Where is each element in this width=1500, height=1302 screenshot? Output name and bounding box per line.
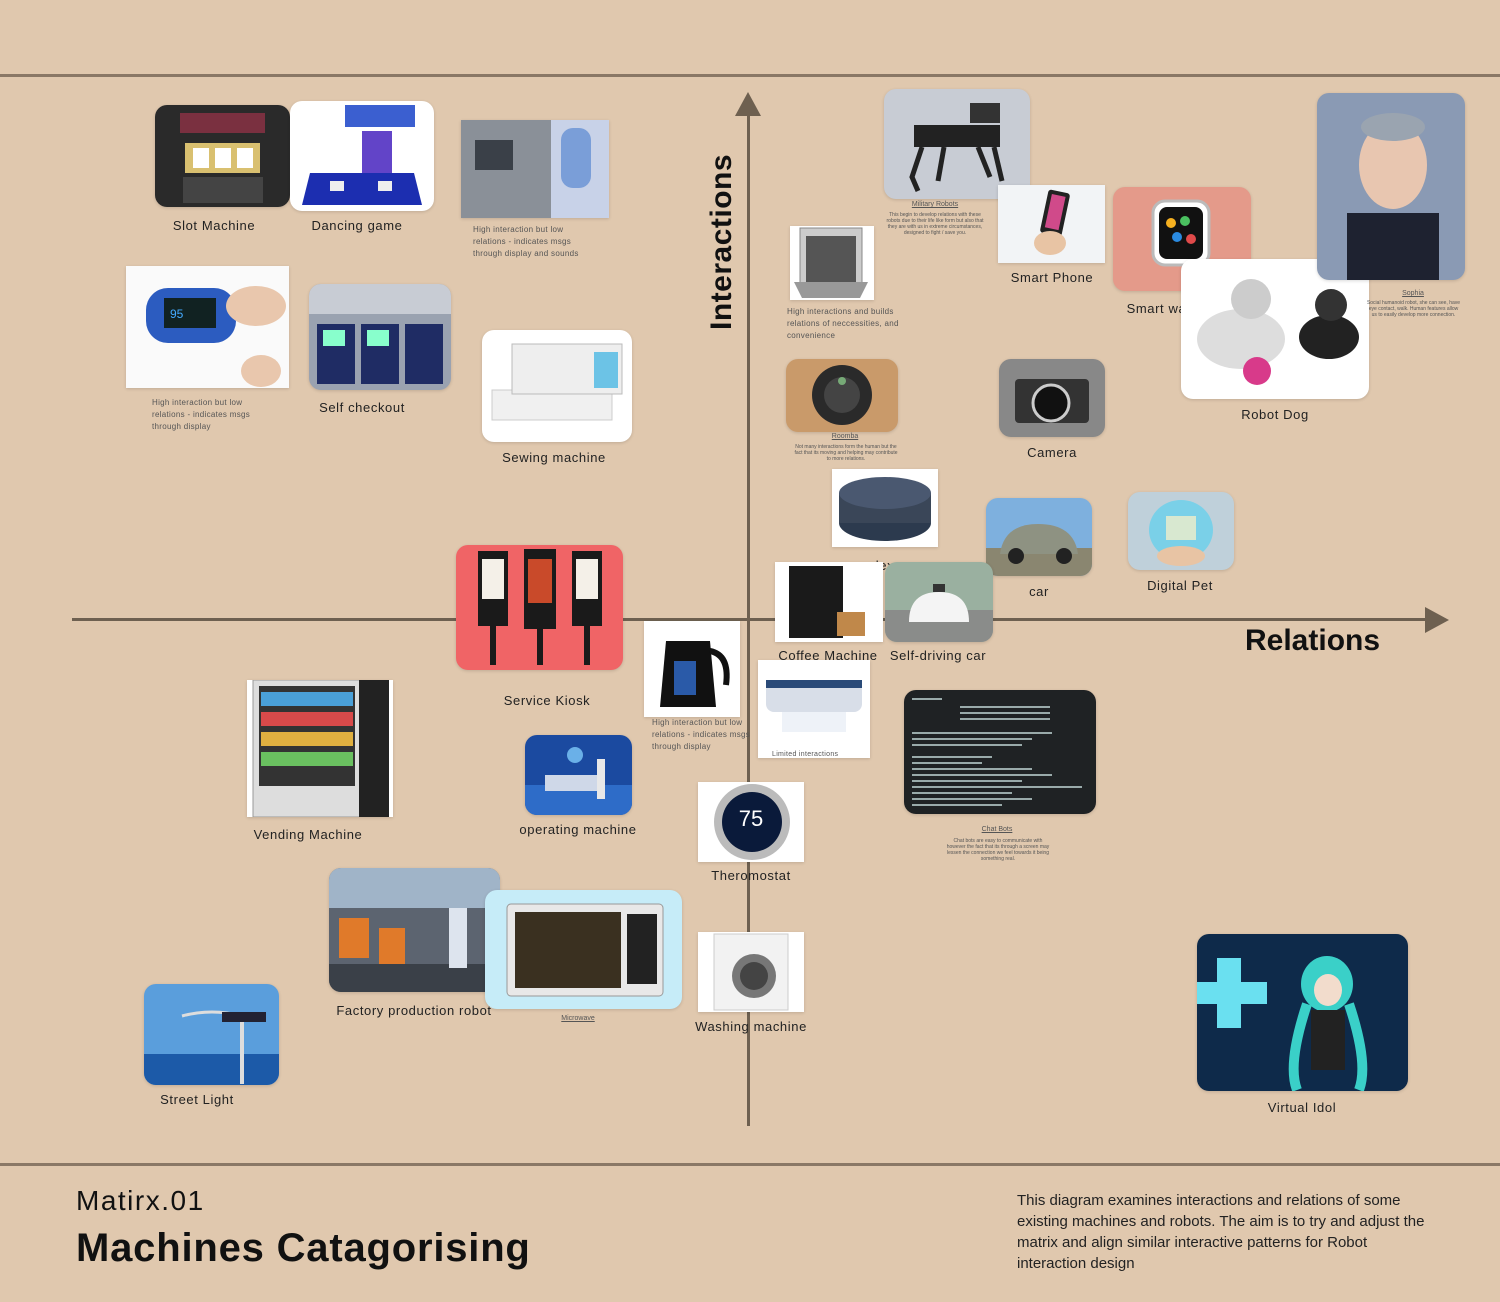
coffee-machine-caption: Coffee Machine bbox=[778, 648, 878, 663]
chat-bots-link[interactable]: Chat Bots bbox=[981, 826, 1013, 833]
diagram-title: Machines Catagorising bbox=[76, 1226, 531, 1270]
digital-pet-image[interactable] bbox=[1128, 492, 1234, 570]
dancing-game-image[interactable] bbox=[290, 101, 434, 211]
x-axis bbox=[72, 618, 1430, 621]
dishwasher-note: High interactions and builds relations o… bbox=[787, 307, 899, 340]
self-driving-car-caption: Self-driving car bbox=[889, 648, 987, 663]
car-image[interactable] bbox=[986, 498, 1092, 576]
smart-phone-image[interactable] bbox=[998, 185, 1105, 263]
factory-robot-image[interactable] bbox=[329, 868, 500, 992]
x-axis-label: Relations bbox=[1245, 624, 1381, 657]
camera-caption: Camera bbox=[1027, 445, 1077, 460]
coffee-machine-image[interactable] bbox=[775, 562, 883, 642]
military-robots-link[interactable]: Military Robots bbox=[911, 201, 959, 208]
slot-machine-image[interactable] bbox=[155, 105, 290, 207]
dancing-game-caption: Dancing game bbox=[311, 218, 403, 233]
service-kiosk-image[interactable] bbox=[456, 545, 623, 670]
kettle-note: High interaction but low relations - ind… bbox=[652, 718, 751, 751]
alexa-image[interactable] bbox=[832, 469, 938, 547]
military-robot-image[interactable] bbox=[884, 89, 1030, 199]
microwave-link[interactable]: Microwave bbox=[561, 1015, 595, 1022]
y-axis-arrow bbox=[735, 92, 761, 116]
bottom-divider bbox=[0, 1163, 1500, 1166]
service-kiosk-caption: Service Kiosk bbox=[503, 693, 591, 708]
robot-dog-caption: Robot Dog bbox=[1241, 407, 1309, 422]
sophia-image[interactable] bbox=[1317, 93, 1465, 280]
virtual-idol-image[interactable] bbox=[1197, 934, 1408, 1091]
car-caption: car bbox=[1029, 584, 1049, 599]
operating-machine-caption: operating machine bbox=[519, 822, 637, 837]
sewing-machine-caption: Sewing machine bbox=[502, 450, 606, 465]
roomba-note: Not many interactions form the human but… bbox=[794, 444, 898, 462]
thermostat-value: 75 bbox=[738, 806, 764, 831]
virtual-idol-caption: Virtual Idol bbox=[1267, 1100, 1337, 1115]
military-note: This begin to develop relations with the… bbox=[886, 212, 984, 236]
y-axis-label: Interactions bbox=[705, 153, 738, 330]
street-light-image[interactable] bbox=[144, 984, 279, 1085]
roomba-image[interactable] bbox=[786, 359, 898, 432]
dishwasher-image[interactable] bbox=[790, 226, 874, 300]
self-driving-car-image[interactable] bbox=[885, 562, 993, 642]
pulse-oximeter-image[interactable]: 95 bbox=[126, 266, 289, 388]
washing-machine-image[interactable] bbox=[698, 932, 804, 1012]
oximeter-note: High interaction but low relations - ind… bbox=[152, 398, 251, 431]
top-divider bbox=[0, 74, 1500, 77]
vending-machine-image[interactable] bbox=[247, 680, 393, 817]
sophia-link[interactable]: Sophia bbox=[1402, 290, 1424, 297]
atm-image[interactable] bbox=[461, 120, 609, 218]
printer-image[interactable] bbox=[758, 660, 870, 758]
washing-machine-caption: Washing machine bbox=[695, 1019, 807, 1034]
printer-note: Limited interactions bbox=[772, 751, 839, 758]
atm-note: High interaction but low relations - ind… bbox=[473, 225, 579, 258]
microwave-image[interactable] bbox=[485, 890, 682, 1009]
robot-dog-image[interactable] bbox=[1181, 259, 1369, 399]
diagram-description: This diagram examines interactions and r… bbox=[1017, 1192, 1425, 1272]
roomba-link[interactable]: Roomba bbox=[831, 433, 859, 440]
operating-machine-image[interactable] bbox=[525, 735, 632, 815]
slot-machine-caption: Slot Machine bbox=[172, 218, 256, 233]
digital-pet-caption: Digital Pet bbox=[1147, 578, 1213, 593]
kettle-image[interactable] bbox=[644, 621, 740, 717]
x-axis-arrow bbox=[1425, 607, 1449, 633]
vending-machine-caption: Vending Machine bbox=[253, 827, 363, 842]
diagram-subtitle: Matirx.01 bbox=[76, 1185, 205, 1216]
camera-image[interactable] bbox=[999, 359, 1105, 437]
thermostat-image[interactable]: 75 bbox=[698, 782, 804, 862]
self-checkout-image[interactable] bbox=[309, 284, 451, 390]
self-checkout-caption: Self checkout bbox=[319, 400, 405, 415]
sewing-machine-image[interactable] bbox=[482, 330, 632, 442]
svg-text:95: 95 bbox=[170, 307, 184, 321]
factory-robot-caption: Factory production robot bbox=[336, 1003, 492, 1018]
thermostat-caption: Theromostat bbox=[711, 868, 791, 883]
chat-bots-image[interactable] bbox=[904, 690, 1096, 814]
smart-phone-caption: Smart Phone bbox=[1010, 270, 1094, 285]
chat-bots-note: Chat bots are easy to communicate with h… bbox=[946, 838, 1050, 862]
street-light-caption: Street Light bbox=[160, 1092, 234, 1107]
sophia-note: Social humanoid robot, she can see, have… bbox=[1366, 300, 1461, 318]
